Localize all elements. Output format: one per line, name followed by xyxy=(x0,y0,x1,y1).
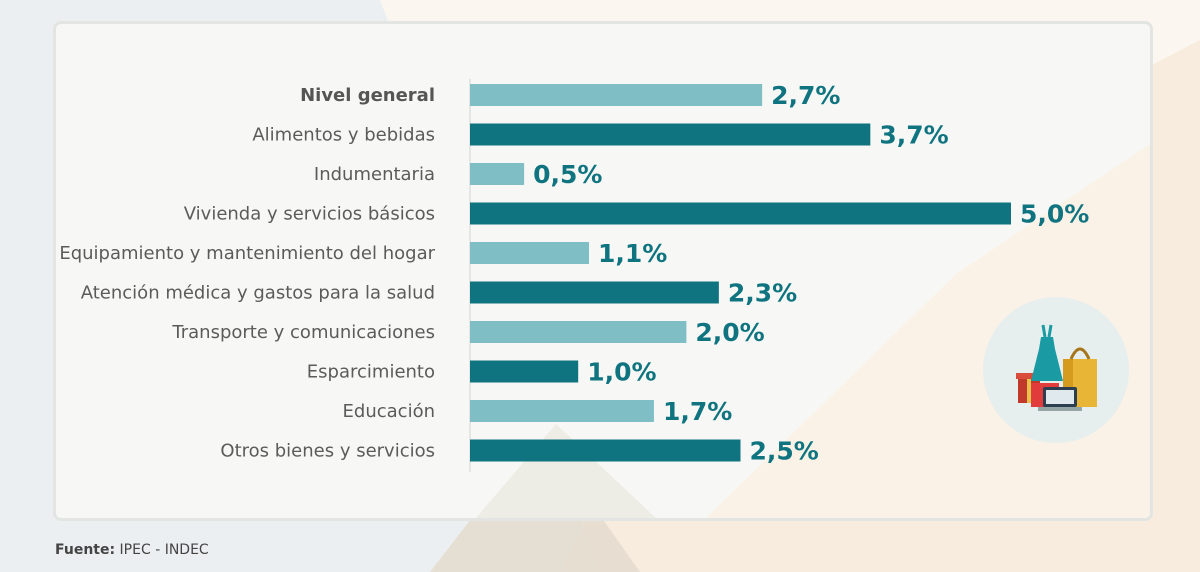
shopping-bags-icon xyxy=(1016,324,1097,411)
category-label: Esparcimiento xyxy=(307,362,435,383)
bar xyxy=(470,123,871,146)
category-label: Atención médica y gastos para la salud xyxy=(81,283,435,304)
bar xyxy=(470,242,590,264)
value-label: 5,0% xyxy=(1020,200,1089,229)
category-label: Equipamiento y mantenimiento del hogar xyxy=(59,243,435,264)
value-label: 1,7% xyxy=(663,397,732,426)
value-label: 2,7% xyxy=(771,81,840,110)
source-text: IPEC - INDEC xyxy=(119,542,209,558)
value-label: 1,0% xyxy=(587,358,656,387)
category-label: Educación xyxy=(343,401,435,422)
bar xyxy=(470,321,687,343)
category-label: Indumentaria xyxy=(314,164,435,185)
source-note: Fuente: IPEC - INDEC xyxy=(55,542,209,558)
category-label: Alimentos y bebidas xyxy=(252,125,435,146)
bar xyxy=(470,163,525,185)
value-label: 2,3% xyxy=(728,279,797,308)
category-label: Nivel general xyxy=(300,85,435,106)
category-label: Transporte y comunicaciones xyxy=(171,322,435,343)
bar xyxy=(470,84,763,106)
bar xyxy=(470,281,719,304)
chart-card: Nivel general 2,7% Alimentos y bebidas 3,7%… xyxy=(53,21,1153,521)
value-label: 3,7% xyxy=(879,121,948,150)
bar xyxy=(470,400,654,422)
category-label: Vivienda y servicios básicos xyxy=(184,204,435,225)
value-label: 0,5% xyxy=(533,160,602,189)
value-label: 2,0% xyxy=(695,318,764,347)
value-label: 1,1% xyxy=(598,239,667,268)
bar xyxy=(470,360,579,383)
illustration-badge xyxy=(983,297,1129,443)
category-label: Otros bienes y servicios xyxy=(220,441,435,462)
bar xyxy=(470,439,741,462)
bar-chart: Nivel general 2,7% Alimentos y bebidas 3,7%… xyxy=(59,79,1089,472)
source-label: Fuente: xyxy=(55,542,116,558)
value-label: 2,5% xyxy=(750,437,819,466)
bar xyxy=(470,202,1011,225)
